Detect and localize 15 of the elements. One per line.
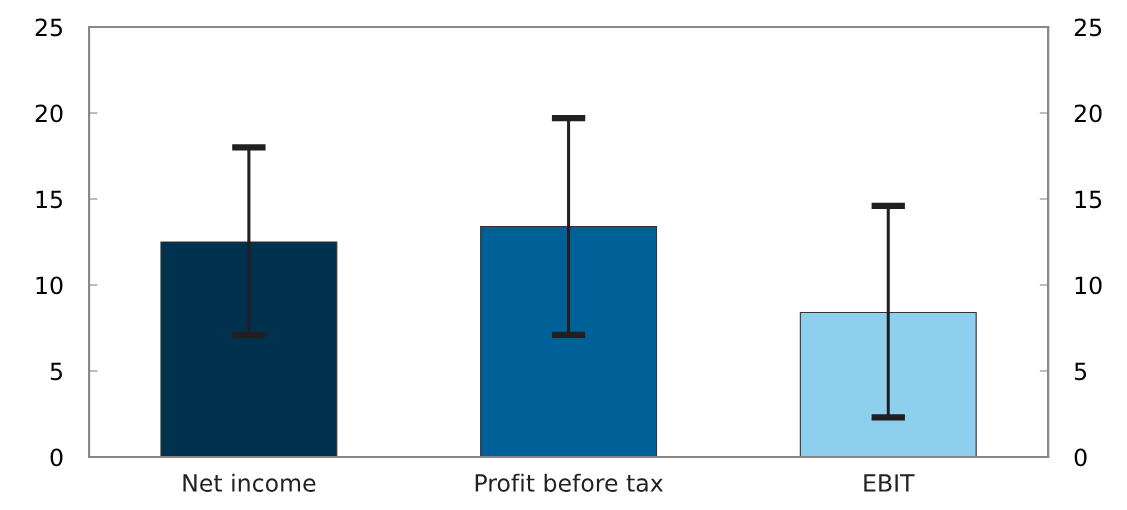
y2-tick-label: 0 [1074, 448, 1087, 467]
y-tick-label: 20 [35, 104, 63, 123]
y-tick-label: 15 [36, 190, 62, 209]
y2-tick-label: 20 [1074, 104, 1102, 123]
y2-tick-label: 15 [1075, 190, 1102, 209]
y-tick-label: 25 [35, 18, 62, 37]
y2-tick-label: 5 [1074, 362, 1087, 381]
y-tick-label: 5 [50, 362, 62, 381]
x-tick-label: Net income [183, 473, 316, 492]
y2-tick-label: 10 [1075, 276, 1102, 295]
x-tick-label: Profit before tax [475, 473, 663, 492]
y2-tick-label: 25 [1074, 18, 1102, 37]
y-tick-label: 0 [50, 448, 63, 467]
x-tick-label: EBIT [864, 474, 915, 492]
y-tick-label: 10 [36, 276, 63, 295]
